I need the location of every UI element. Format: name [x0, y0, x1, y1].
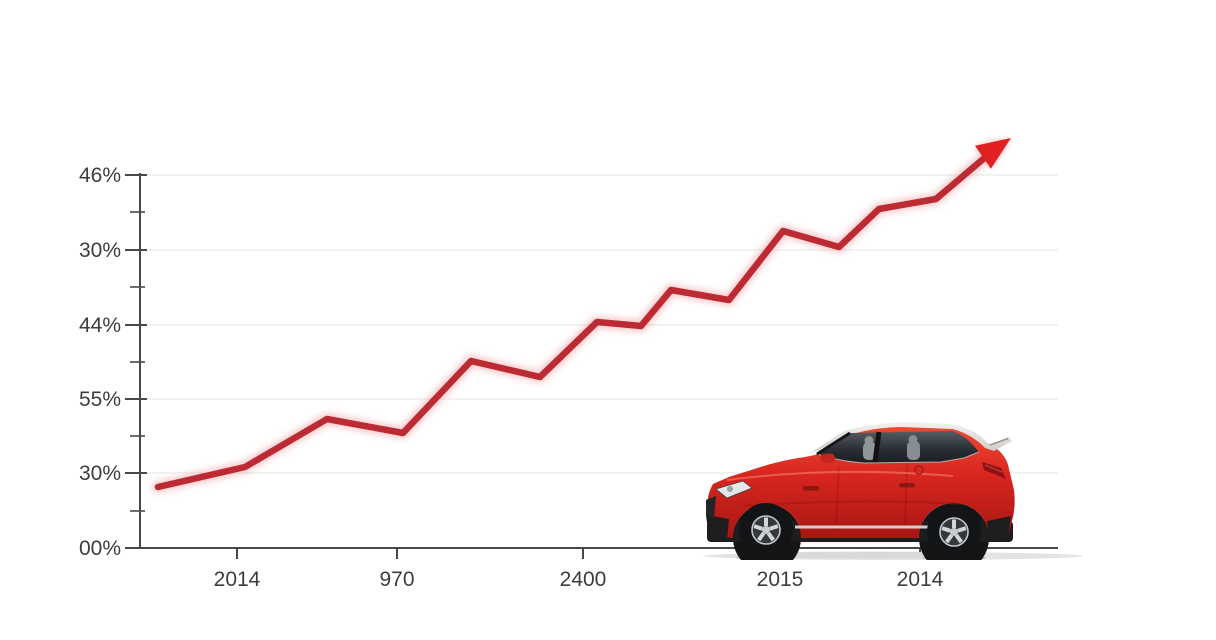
y-tick-label: 00%: [79, 537, 121, 560]
y-tick-label: 44%: [79, 314, 121, 337]
rear-wheel: [927, 505, 981, 559]
y-tick-label: 46%: [79, 164, 121, 187]
x-tick-label: 970: [379, 568, 414, 591]
x-tick-label: 2015: [757, 568, 804, 591]
a-pillar: [816, 431, 851, 456]
taillight-highlight: [984, 464, 1003, 473]
shoulder-highlight: [726, 470, 954, 481]
y-tick-label: 30%: [79, 239, 121, 262]
car-ground-shadow-inner: [745, 551, 981, 559]
rear-door-seam: [904, 463, 908, 529]
front-seat: [863, 442, 876, 460]
front-grille: [706, 496, 716, 518]
y-tick-label: 30%: [79, 462, 121, 485]
x-tick-label: 2400: [560, 568, 607, 591]
car-windows: [817, 431, 979, 463]
headlight-lens: [727, 486, 733, 492]
front-door-handle: [803, 486, 819, 491]
rear-door-handle: [899, 483, 915, 488]
arrowhead-icon: [975, 138, 1011, 169]
car-roof: [809, 422, 1012, 454]
side-mirror: [820, 453, 836, 463]
front-bumper-trim: [706, 515, 729, 540]
x-tick-label: 2014: [897, 568, 944, 591]
front-wheel: [739, 503, 793, 557]
rear-seat: [907, 441, 920, 460]
front-door-seam: [835, 465, 840, 531]
headlight: [715, 480, 753, 499]
y-tick-label: 55%: [79, 388, 121, 411]
fuel-cap: [914, 465, 924, 475]
trend-line: [154, 144, 1001, 491]
car-illustration: [703, 422, 1083, 560]
rear-bumper-trim: [987, 516, 1011, 539]
b-pillar: [872, 431, 882, 463]
spoiler-edge: [989, 437, 1009, 446]
x-tick-label: 2014: [214, 568, 261, 591]
